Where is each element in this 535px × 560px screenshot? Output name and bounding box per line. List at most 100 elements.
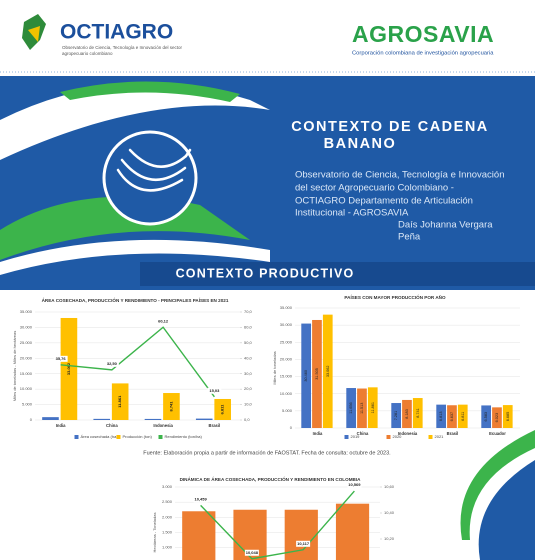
y2-tick-label: 10,20	[384, 536, 395, 541]
line	[60, 326, 215, 398]
y2-tick-label: 20,0	[244, 386, 253, 391]
y-tick-label: 1.500	[162, 530, 173, 535]
bar-value-label: 8.741	[168, 401, 173, 412]
y2-tick-label: 60,0	[244, 324, 253, 329]
corner-decor	[460, 430, 535, 540]
bar-value-label: 11.513	[360, 403, 364, 414]
line-label-box	[244, 549, 259, 556]
y-tick-label: 35.000	[20, 309, 33, 314]
line-value-label: 10,569	[348, 482, 361, 487]
line-label-box	[156, 318, 171, 325]
y-tick-label: 30.000	[280, 322, 293, 327]
y2-tick-label: 40,0	[244, 355, 253, 360]
bar-value-label: 6.583	[484, 412, 488, 422]
y-axis-label: Hectáreas - Toneladas	[152, 513, 157, 553]
y-tick-label: 15.000	[280, 374, 293, 379]
bar	[492, 407, 502, 428]
left-logo: OCTIAGRO	[60, 21, 173, 44]
author-line: Daís Johanna Vergara	[398, 220, 493, 231]
line-value-label: 15,03	[209, 388, 220, 393]
header: OCTIAGRO Observatorio de Ciencia, Tecnol…	[0, 14, 535, 73]
bar	[214, 398, 231, 420]
y-tick-label: 25.000	[280, 339, 293, 344]
left-tagline: Observatorio de Ciencia, Tecnología e In…	[62, 45, 182, 50]
bar	[335, 503, 370, 560]
line-label-box	[193, 496, 208, 503]
bar	[402, 399, 412, 428]
legend-swatch	[386, 435, 391, 439]
line-value-label: 32,50	[107, 361, 118, 366]
left-tagline: agropecuario colombiano	[62, 51, 113, 56]
line	[200, 490, 355, 560]
y-tick-label: 0	[290, 425, 293, 430]
description-line: OCTIAGRO Departamento de Articulación	[295, 196, 473, 207]
y-tick-label: 20.000	[20, 355, 33, 360]
charts: ÁREA COSECHADA, PRODUCCIÓN Y RENDIMIENTO…	[12, 293, 520, 560]
legend-label: Área cosechada (ha)	[81, 434, 119, 439]
corner-decor	[478, 460, 535, 560]
logo-map-inner	[28, 26, 40, 42]
legend-swatch	[116, 435, 121, 439]
swoosh	[0, 84, 270, 160]
line-label-box	[347, 482, 362, 489]
y-tick-label: 25.000	[20, 340, 33, 345]
description-line: Institucional - AGROSAVIA	[295, 208, 409, 219]
chart-title: PAÍSES CON MAYOR PRODUCCIÓN POR AÑO	[344, 293, 446, 300]
swoosh	[0, 239, 270, 275]
bar	[447, 405, 457, 428]
y2-tick-label: 10,0	[244, 402, 253, 407]
description-line: del sector Agropecuario Colombiano -	[295, 183, 454, 194]
bar	[357, 388, 367, 428]
bar	[182, 511, 216, 560]
y2-tick-label: 0,0	[244, 417, 250, 422]
banner: CONTEXTO DE CADENA BANANO Observatorio d…	[0, 76, 535, 290]
line-value-label: 35,76	[56, 356, 67, 361]
bar	[195, 418, 213, 420]
banner-title: BANANO	[324, 136, 397, 152]
y2-tick-label: 10,40	[384, 510, 395, 515]
x-tick-label: China	[357, 431, 369, 436]
line-value-label: 10,048	[246, 550, 259, 555]
bar-value-label: 6.637	[450, 412, 454, 422]
source-note: Fuente: Elaboración propia a partir de i…	[143, 450, 391, 456]
line-value-label: 10,459	[195, 496, 208, 501]
y2-tick-label: 70,0	[244, 309, 253, 314]
bar	[144, 418, 162, 420]
description-line: Observatorio de Ciencia, Tecnología e In…	[295, 170, 504, 181]
x-tick-label: Indonesia	[398, 431, 418, 436]
bar-value-label: 6.023	[495, 413, 499, 423]
y-tick-label: 5.000	[282, 408, 293, 413]
banana-icon	[116, 148, 192, 192]
bar	[322, 314, 333, 428]
bar	[367, 387, 378, 428]
bar-value-label: 8.183	[405, 409, 409, 419]
y-tick-label: 10.000	[280, 391, 293, 396]
bar-value-label: 7.281	[394, 411, 398, 421]
line-label-box	[296, 540, 311, 547]
bar	[312, 319, 322, 428]
bar	[60, 317, 78, 420]
bar	[436, 404, 447, 428]
bar	[111, 383, 129, 420]
x-tick-label: China	[106, 423, 118, 428]
bar-value-label: 11.861	[371, 402, 375, 413]
y-tick-label: 3.000	[162, 484, 173, 489]
x-tick-label: India	[313, 431, 323, 436]
line-value-label: 60,12	[158, 318, 169, 323]
bar	[163, 393, 180, 420]
legend-swatch	[344, 435, 349, 439]
y-tick-label: 10.000	[20, 386, 33, 391]
bar-value-label: 11.861	[117, 395, 122, 408]
x-tick-label: Brasil	[447, 431, 459, 436]
bar-value-label: 31.505	[315, 368, 319, 380]
swoosh-green	[0, 196, 250, 260]
bar-value-label: 6.685	[506, 412, 510, 422]
line-label-box	[104, 360, 119, 367]
banner-title: CONTEXTO DE CADENA	[291, 119, 489, 135]
bar	[391, 403, 402, 428]
bar-value-label: 6.811	[461, 412, 465, 421]
chart-title: DINÁMICA DE ÁREA COSECHADA, PRODUCCIÓN Y…	[180, 475, 362, 482]
legend-label: 2019	[351, 434, 361, 439]
y2-tick-label: 50,0	[244, 340, 253, 345]
